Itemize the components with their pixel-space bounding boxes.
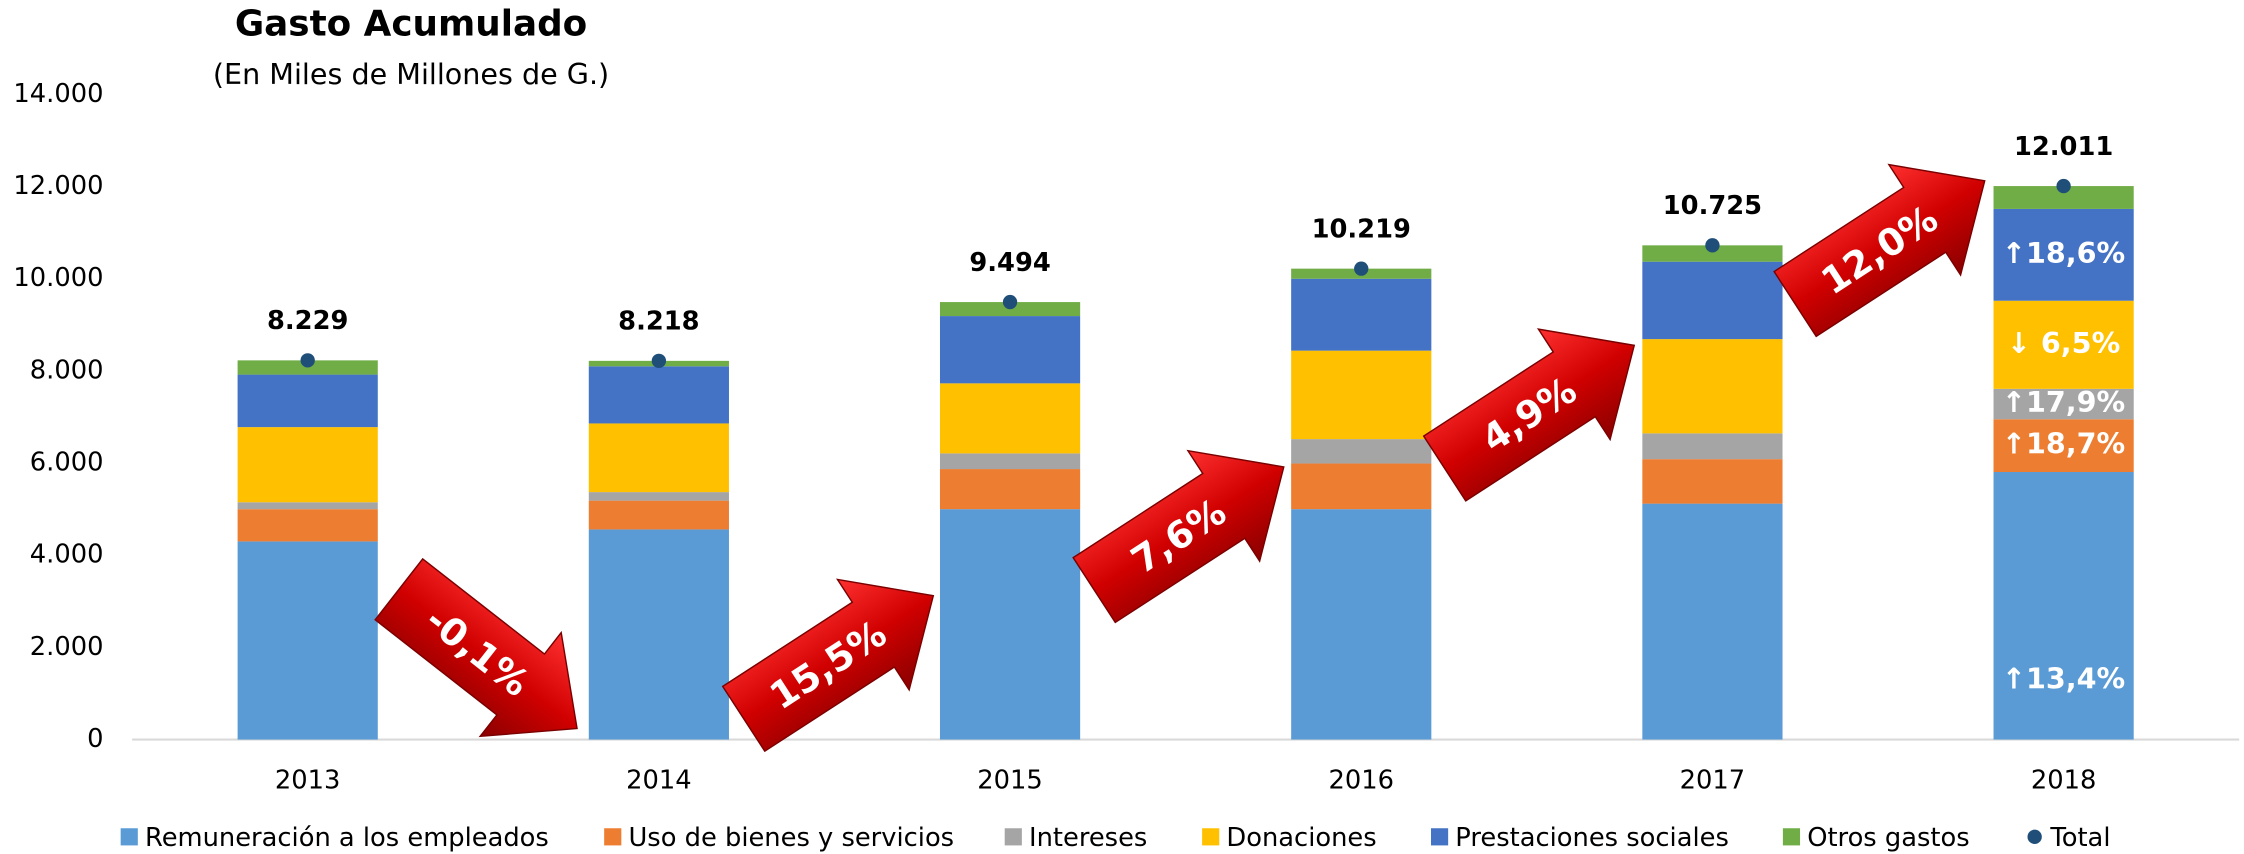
segment-label: ↑18,6% [2002, 236, 2125, 270]
legend-label: Intereses [1029, 823, 1147, 853]
total-label: 8.229 [267, 306, 348, 336]
bar-segment [1642, 459, 1782, 503]
bar-segment [940, 469, 1080, 509]
bar-segment [1642, 433, 1782, 459]
x-tick-label: 2017 [1680, 766, 1746, 796]
y-tick-label: 8.000 [30, 355, 104, 385]
y-tick-label: 4.000 [30, 540, 104, 570]
total-point [652, 354, 666, 368]
x-tick-label: 2016 [1328, 766, 1394, 796]
bar-segment [940, 316, 1080, 383]
legend-marker [1431, 828, 1448, 845]
bar-segment [1291, 351, 1431, 439]
total-label: 9.494 [969, 248, 1050, 278]
bar-segment [1291, 464, 1431, 510]
chart-subtitle: (En Miles de Millones de G.) [213, 57, 609, 91]
chart: Gasto Acumulado (En Miles de Millones de… [0, 0, 2244, 854]
bar-segment [940, 509, 1080, 739]
legend-label: Donaciones [1226, 823, 1376, 853]
bar-segment [589, 366, 729, 423]
bar-segment [1291, 279, 1431, 351]
x-tick-label: 2018 [2031, 766, 2097, 796]
y-tick-label: 6.000 [30, 448, 104, 478]
y-tick-label: 14.000 [13, 79, 103, 109]
growth-arrow: 12,0% [1759, 126, 2020, 359]
x-tick-label: 2013 [275, 766, 341, 796]
bar-segment [940, 453, 1080, 469]
legend-marker [1202, 828, 1219, 845]
total-point [2056, 179, 2070, 193]
y-tick-label: 2.000 [30, 632, 104, 662]
growth-arrow: -0,1% [358, 537, 617, 780]
bar-segment [238, 502, 378, 509]
segment-label: ↓ 6,5% [2007, 326, 2120, 360]
bar-segment [1994, 472, 2134, 740]
total-point [1003, 295, 1017, 309]
chart-title: Gasto Acumulado [235, 4, 587, 45]
total-point [1354, 261, 1368, 275]
bar-segment [1642, 339, 1782, 433]
total-label: 8.218 [618, 307, 699, 337]
segment-label: ↑17,9% [2002, 385, 2125, 419]
legend-marker [1783, 828, 1800, 845]
bar-segment [1642, 262, 1782, 339]
legend-marker [2027, 830, 2041, 844]
y-tick-label: 0 [87, 724, 103, 754]
bar-segment [589, 423, 729, 492]
segment-label: ↑13,4% [2002, 662, 2125, 696]
legend-label: Remuneración a los empleados [145, 823, 549, 853]
growth-arrow: 7,6% [1058, 412, 1319, 645]
legend-marker [604, 828, 621, 845]
segment-label: ↑18,7% [2002, 427, 2125, 461]
x-tick-label: 2014 [626, 766, 692, 796]
x-tick-label: 2015 [977, 766, 1043, 796]
y-tick-label: 12.000 [13, 171, 103, 201]
legend-marker [121, 828, 138, 845]
bar-segment [589, 492, 729, 501]
bar-segment [1291, 509, 1431, 739]
total-label: 12.011 [2014, 132, 2113, 162]
bar-segment [940, 383, 1080, 453]
bar-segment [589, 501, 729, 530]
bar-segment [238, 427, 378, 502]
y-tick-label: 10.000 [13, 263, 103, 293]
growth-arrow: 4,9% [1409, 290, 1670, 523]
bar-segment [1642, 504, 1782, 740]
legend-label: Otros gastos [1807, 823, 1969, 853]
bar-segment [1291, 439, 1431, 463]
total-label: 10.725 [1663, 191, 1762, 221]
bar-segment [238, 509, 378, 541]
legend-label: Prestaciones sociales [1455, 823, 1729, 853]
bar-segment [238, 375, 378, 428]
legend-marker [1005, 828, 1022, 845]
legend-label: Total [2049, 823, 2110, 853]
bar-segment [589, 529, 729, 739]
total-point [1705, 238, 1719, 252]
bar-segment [238, 541, 378, 739]
total-point [301, 353, 315, 367]
total-label: 10.219 [1312, 215, 1411, 245]
legend-label: Uso de bienes y servicios [628, 823, 954, 853]
